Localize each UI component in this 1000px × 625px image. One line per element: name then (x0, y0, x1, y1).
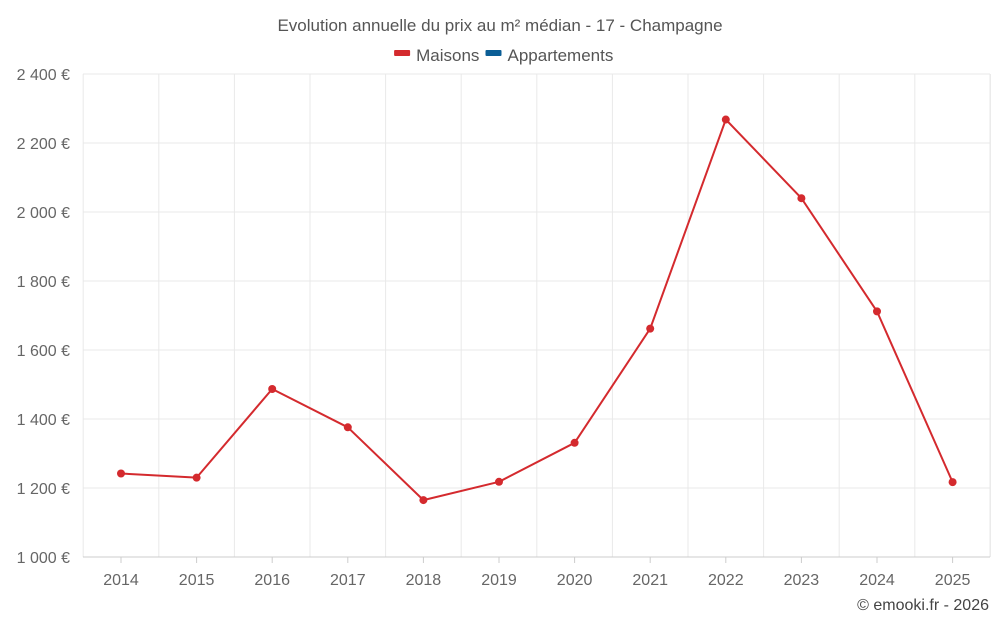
data-point-2016[interactable] (268, 384, 277, 393)
grid (82, 73, 991, 557)
data-point-2022[interactable] (721, 115, 730, 124)
y-tick-label: 1 000 € (17, 550, 70, 567)
y-tick-label: 1 800 € (17, 274, 70, 291)
data-point-2023[interactable] (797, 194, 806, 203)
data-point-2021[interactable] (646, 324, 655, 333)
data-point-2015[interactable] (192, 473, 201, 482)
x-tick-label: 2014 (103, 572, 139, 589)
legend-label: Appartements (508, 46, 614, 65)
data-point-2017[interactable] (343, 423, 352, 432)
data-point-2020[interactable] (570, 438, 579, 447)
y-axis-tick-labels: 1 000 € 1 200 € 1 400 € 1 600 € 1 800 € 2 000… (17, 67, 70, 567)
data-point-2024[interactable] (873, 307, 881, 316)
x-tick-label: 2019 (481, 572, 517, 589)
data-point-2019[interactable] (495, 477, 503, 486)
y-tick-label: 2 000 € (17, 205, 70, 222)
chart-title: Evolution annuelle du prix au m² médian … (277, 16, 722, 35)
legend: Maisons Appartements (394, 46, 613, 65)
x-tick-label: 2021 (632, 572, 668, 589)
y-tick-label: 2 400 € (17, 67, 70, 84)
x-tick-label: 2016 (254, 572, 290, 589)
x-tick-label: 2020 (557, 572, 593, 589)
x-tick-label: 2025 (935, 572, 971, 589)
series-line-maisons (120, 118, 954, 502)
credit-text: © emooki.fr - 2026 (857, 597, 989, 614)
x-tick-label: 2015 (179, 572, 215, 589)
legend-item-appartements[interactable]: Appartements (485, 46, 614, 65)
data-point-2014[interactable] (117, 469, 125, 478)
legend-swatch (394, 50, 411, 56)
x-tick-label: 2018 (406, 572, 442, 589)
axes (83, 556, 990, 563)
y-tick-label: 2 200 € (17, 136, 70, 153)
x-axis-tick-labels: 2014 2015 2016 2017 2018 2019 2020 2021 2022 2023… (103, 572, 970, 589)
x-tick-label: 2024 (859, 572, 895, 589)
x-tick-label: 2023 (784, 572, 820, 589)
data-point-2025[interactable] (948, 478, 957, 487)
x-tick-label: 2017 (330, 572, 366, 589)
legend-item-maisons[interactable]: Maisons (394, 46, 479, 65)
y-tick-label: 1 600 € (17, 343, 70, 360)
y-tick-label: 1 400 € (17, 412, 70, 429)
x-tick-label: 2022 (708, 572, 744, 589)
legend-label: Maisons (416, 46, 479, 65)
legend-swatch (485, 50, 502, 56)
y-tick-label: 1 200 € (17, 481, 70, 498)
data-point-2018[interactable] (419, 496, 428, 505)
series (117, 115, 957, 505)
